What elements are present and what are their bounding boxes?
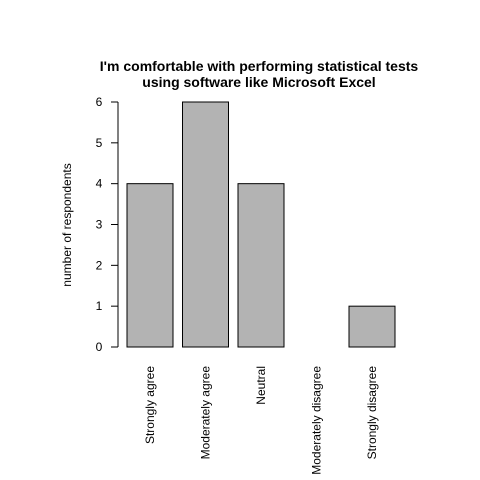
y-tick-label: 5 [96,136,103,150]
bar-1 [126,183,174,348]
x-tick-label: Moderately agree [199,366,213,460]
chart-title-line-1: I'm comfortable with performing statisti… [100,58,419,74]
y-axis-title: number of respondents [60,163,74,286]
y-tick-label: 3 [96,218,103,232]
x-axis-labels: Strongly agree Moderately agree Neutral Mod… [143,366,379,475]
x-tick-label: Strongly agree [143,366,157,444]
y-axis: 0 1 2 3 4 5 6 [96,95,119,354]
bar-3 [237,183,285,348]
bar-2 [182,101,229,348]
y-tick-label: 1 [96,299,103,313]
y-tick-label: 6 [96,95,103,109]
y-tick-label: 0 [96,340,103,354]
y-tick-label: 4 [96,177,103,191]
chart-title: I'm comfortable with performing statisti… [100,58,419,90]
x-tick-label: Strongly disagree [365,366,379,460]
x-tick-label: Neutral [254,366,268,405]
y-tick-label: 2 [96,258,103,272]
bars-group [126,101,396,348]
chart-title-line-2: using software like Microsoft Excel [142,74,375,90]
x-tick-label: Moderately disagree [310,366,324,475]
bar-5 [348,305,396,348]
